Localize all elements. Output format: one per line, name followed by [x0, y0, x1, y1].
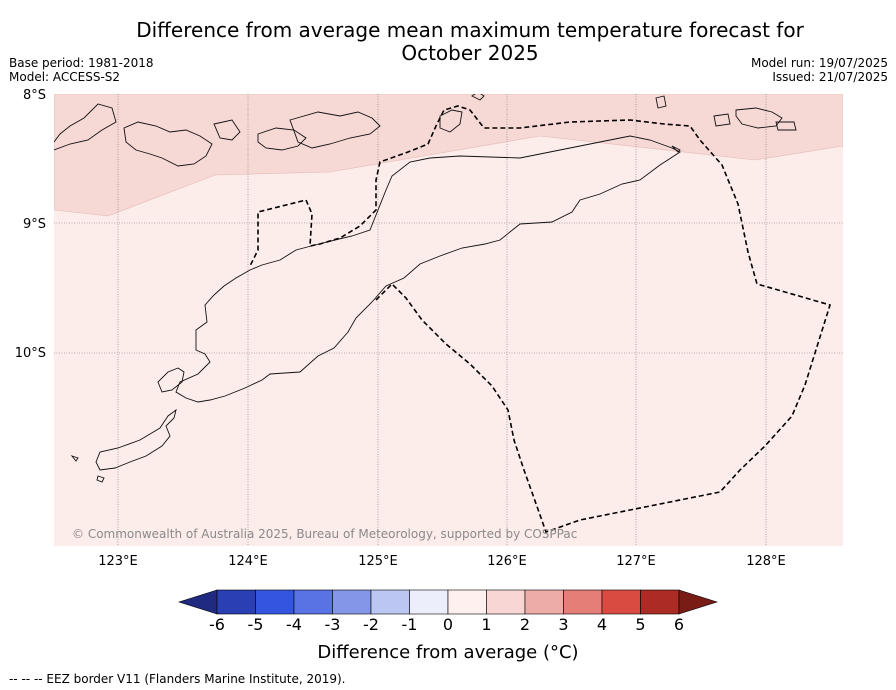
title-line2: October 2025 [401, 41, 539, 65]
north-band-fill [54, 94, 843, 217]
east-island-1-coastline [655, 95, 667, 109]
east-island-2-coastline [713, 113, 731, 127]
meta-left: Base period: 1981-2018 Model: ACCESS-S2 [9, 56, 154, 84]
colorbar-tick-label: -6 [209, 615, 225, 634]
lat-tick-10s: 10°S [15, 346, 46, 361]
chart-title: Difference from average mean maximum tem… [100, 19, 840, 65]
lat-tick-9s: 9°S [23, 217, 46, 232]
colorbar-tick-label: 0 [443, 615, 453, 634]
title-line1: Difference from average mean maximum tem… [136, 18, 804, 42]
colorbar-swatch [293, 589, 333, 615]
babar-coastline [735, 107, 783, 129]
issued-text: Issued: 21/07/2025 [772, 70, 888, 84]
colorbar-tick-label: 3 [558, 615, 568, 634]
lembata-coastline [123, 121, 213, 167]
ndana-islet [70, 455, 79, 462]
lon-tick-127e: 127°E [616, 554, 656, 569]
colorbar-tick-label: 6 [674, 615, 684, 634]
jaco-islet [671, 145, 681, 153]
colorbar-tick-label: -1 [402, 615, 418, 634]
flores-coastline [54, 103, 117, 151]
colorbar-swatch [370, 589, 410, 615]
colorbar-swatch [447, 589, 487, 615]
colorbar-swatch [640, 589, 680, 615]
timor-island-coastline [175, 135, 681, 403]
rote-island-coastline [95, 408, 177, 471]
east-island-3-coastline [775, 121, 797, 131]
lon-tick-125e: 125°E [358, 554, 398, 569]
colorbar-swatch [216, 589, 256, 615]
alor-north-coastline [289, 111, 381, 149]
atauro-coastline [439, 109, 463, 133]
colorbar-tick-label: 4 [597, 615, 607, 634]
model-run-text: Model run: 19/07/2025 [750, 56, 888, 70]
lon-tick-124e: 124°E [228, 554, 268, 569]
colorbar-swatch [486, 589, 526, 615]
colorbar: -6 -5 -4 -3 -2 -1 0 1 2 3 4 5 6 [178, 589, 718, 634]
base-period-text: Base period: 1981-2018 [9, 56, 154, 70]
copyright-text: © Commonwealth of Australia 2025, Bureau… [72, 527, 577, 541]
alor-coastline [257, 127, 307, 151]
map-area: © Commonwealth of Australia 2025, Bureau… [54, 94, 843, 546]
lon-tick-128e: 128°E [746, 554, 786, 569]
colorbar-swatch [524, 589, 564, 615]
colorbar-label: Difference from average (°C) [317, 642, 579, 663]
colorbar-tick-label: -4 [286, 615, 302, 634]
colorbar-tick-label: -3 [325, 615, 341, 634]
small-islet [96, 475, 105, 483]
colorbar-tick-label: -5 [248, 615, 264, 634]
semau-island-coastline [157, 367, 185, 393]
meta-right: Model run: 19/07/2025 Issued: 21/07/2025 [751, 56, 888, 84]
wetar-coastline [471, 94, 485, 101]
lon-labels: 123°E 124°E 125°E 126°E 127°E 128°E [98, 554, 786, 569]
colorbar-tick-label: -2 [363, 615, 379, 634]
colorbar-swatch [601, 589, 641, 615]
colorbar-tick-label: 5 [635, 615, 645, 634]
colorbar-extend-high [678, 589, 718, 615]
graticule [54, 94, 843, 546]
lat-labels: 8°S 9°S 10°S [15, 88, 46, 361]
pantar-coastline [213, 119, 241, 141]
colorbar-swatch [409, 589, 449, 615]
colorbar-tick-label: 1 [481, 615, 491, 634]
footer-note: -- -- -- EEZ border V11 (Flanders Marine… [9, 672, 346, 686]
colorbar-tick-label: 2 [520, 615, 530, 634]
colorbar-extend-low [178, 589, 218, 615]
colorbar-swatch [563, 589, 603, 615]
lon-tick-126e: 126°E [487, 554, 527, 569]
colorbar-swatch [255, 589, 295, 615]
lat-tick-8s: 8°S [23, 88, 46, 103]
colorbar-swatch [332, 589, 372, 615]
eez-border [249, 105, 832, 534]
lon-tick-123e: 123°E [98, 554, 138, 569]
model-text: Model: ACCESS-S2 [9, 70, 121, 84]
